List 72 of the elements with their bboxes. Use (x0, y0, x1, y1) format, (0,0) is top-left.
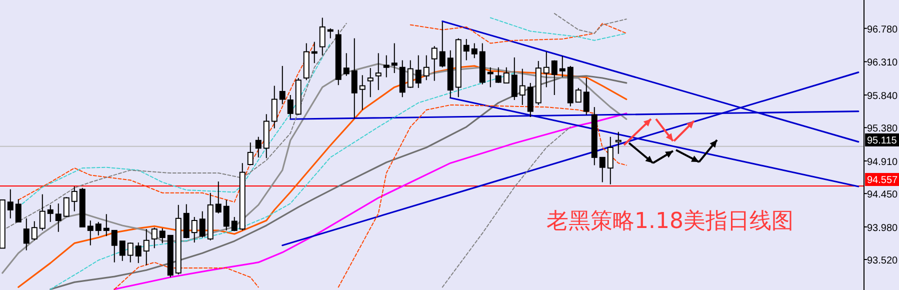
ref-line-label: 95.115 (867, 135, 898, 146)
candlestick (95, 221, 102, 236)
candlestick (407, 60, 414, 88)
candlestick (551, 60, 558, 96)
candlestick (415, 54, 422, 88)
candlestick (47, 204, 54, 222)
candlestick (23, 218, 30, 251)
candlestick (359, 74, 366, 110)
candlestick (383, 54, 390, 78)
candlestick (343, 52, 350, 76)
y-tick-label: 94.450 (867, 190, 898, 201)
candlestick (119, 240, 126, 262)
candlestick (247, 142, 254, 166)
candlestick (111, 230, 118, 263)
candlestick (87, 220, 94, 246)
candlestick (575, 87, 582, 103)
candlestick (471, 42, 478, 59)
candlestick (375, 52, 382, 91)
candlestick (127, 242, 134, 263)
candlestick (191, 216, 198, 243)
candlestick (287, 94, 294, 119)
candlestick (215, 181, 222, 214)
candlestick (503, 66, 510, 84)
candlestick (319, 17, 326, 56)
candlestick (583, 77, 590, 116)
line-series (490, 17, 627, 41)
candlestick (103, 214, 110, 237)
candlestick (15, 198, 22, 222)
candlestick (559, 56, 566, 78)
line-series (410, 22, 627, 44)
candlestick (463, 38, 470, 61)
candlestick (271, 85, 278, 129)
candlestick (223, 199, 230, 231)
y-tick-label: 93.980 (867, 222, 898, 234)
candlestick (135, 242, 142, 264)
candlestick (31, 220, 38, 241)
candlestick (519, 68, 526, 106)
candlestick (431, 46, 438, 82)
candlestick (55, 202, 62, 232)
candlestick (543, 51, 550, 88)
candlestick (63, 196, 70, 218)
candlestick (495, 66, 502, 84)
candlestick (231, 216, 238, 232)
candlestick (39, 194, 46, 231)
candlestick (391, 42, 398, 74)
candlestick (599, 156, 606, 183)
candlestick (255, 136, 262, 158)
candlestick (151, 227, 158, 249)
y-tick-label: 95.840 (867, 91, 898, 102)
y-tick-label: 93.520 (867, 256, 898, 267)
candlestick (439, 21, 446, 68)
candlestick (511, 56, 518, 100)
candlestick (351, 38, 358, 119)
line-series (50, 72, 515, 290)
candlestick (159, 228, 166, 244)
candlestick (71, 186, 78, 212)
candlestick (615, 131, 622, 154)
line-series (554, 12, 627, 34)
candlestick (367, 68, 374, 98)
candlestick (7, 188, 14, 219)
candlestick (423, 54, 430, 81)
candlestick (607, 136, 614, 185)
y-tick-label: 96.310 (867, 58, 898, 69)
y-tick-label: 94.910 (867, 156, 898, 168)
line-series (114, 262, 259, 290)
candlestick (279, 65, 286, 105)
text: 老黑策略1.18美指日线图 (546, 209, 794, 234)
candlestick (199, 210, 206, 238)
y-tick-label: 95.380 (867, 124, 898, 135)
y-tick-label: 96.780 (867, 24, 898, 36)
candlestick (143, 228, 150, 266)
ref-line-label: 94.557 (867, 174, 898, 186)
